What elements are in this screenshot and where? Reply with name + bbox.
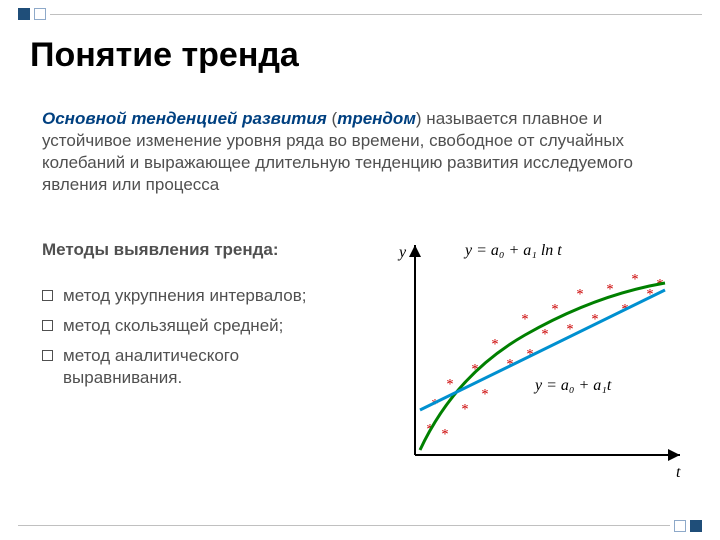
svg-text:t: t (676, 464, 681, 481)
svg-text:*: * (576, 286, 583, 302)
decor-square-filled (18, 8, 30, 20)
svg-text:*: * (446, 376, 453, 392)
method-text: метод скользящей средней; (63, 315, 283, 337)
slide-title: Понятие тренда (30, 36, 299, 75)
paren-open: ( (327, 109, 337, 128)
top-rule (50, 14, 702, 15)
svg-text:*: * (631, 271, 638, 287)
list-item: метод аналитического выравнивания. (42, 345, 342, 389)
definition-term-trend: трендом (337, 109, 416, 128)
bottom-corner-decor (674, 520, 702, 532)
svg-text:*: * (541, 326, 548, 342)
decor-square-outlined (674, 520, 686, 532)
decor-square-filled (690, 520, 702, 532)
decor-square-outlined (34, 8, 46, 20)
trend-chart: yt*********************y = a₀ + a₁ ln ty… (375, 225, 695, 495)
svg-text:*: * (441, 426, 448, 442)
svg-text:*: * (521, 311, 528, 327)
svg-text:*: * (461, 401, 468, 417)
definition-term-main: Основной тенденцией развития (42, 109, 327, 128)
svg-text:*: * (491, 336, 498, 352)
svg-text:*: * (481, 386, 488, 402)
method-text: метод укрупнения интервалов; (63, 285, 306, 307)
svg-text:y: y (397, 244, 407, 261)
methods-heading: Методы выявления тренда: (42, 240, 279, 260)
list-item: метод скользящей средней; (42, 315, 342, 337)
methods-list: метод укрупнения интервалов; метод сколь… (42, 285, 342, 397)
bottom-rule (18, 525, 670, 526)
method-text: метод аналитического выравнивания. (63, 345, 342, 389)
trend-definition: Основной тенденцией развития (трендом) н… (42, 108, 678, 196)
list-item: метод укрупнения интервалов; (42, 285, 342, 307)
bullet-icon (42, 350, 53, 361)
svg-text:*: * (551, 301, 558, 317)
svg-text:y = a₀ + a₁ ln t: y = a₀ + a₁ ln t (463, 242, 562, 259)
bullet-icon (42, 290, 53, 301)
bullet-icon (42, 320, 53, 331)
svg-text:y = a₀ + a₁t: y = a₀ + a₁t (533, 377, 612, 394)
slide: Понятие тренда Основной тенденцией разви… (0, 0, 720, 540)
top-corner-decor (18, 8, 46, 20)
